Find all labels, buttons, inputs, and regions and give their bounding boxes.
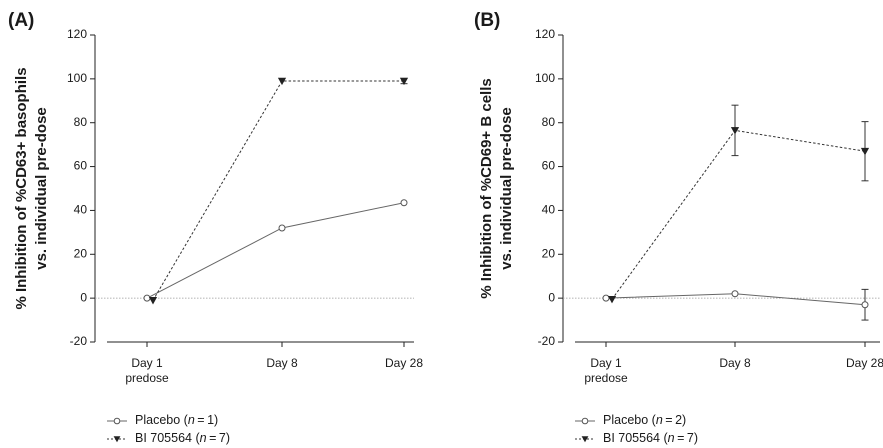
panel-label: (B) [474,10,500,31]
data-point-triangle [730,127,740,135]
y-axis-label-line: % Inhibition of %CD63+ basophils [13,67,30,309]
data-point-circle [400,199,408,207]
y-tick-label: -20 [538,334,556,348]
y-tick-label: 40 [74,203,88,217]
y-tick-label: 20 [542,246,556,260]
y-axis-label-line: vs. individual pre-dose [33,107,50,270]
legend-label: BI 705564 (n = 7) [603,431,698,445]
legend-marker-triangle [581,436,589,443]
data-point-circle [143,294,151,302]
x-tick-label: Day 8 [266,356,298,370]
data-point-triangle [607,295,617,304]
legend-marker-circle [113,417,121,425]
x-tick-label: Day 1 [590,356,622,370]
legend-item: BI 705564 (n = 7) [575,431,698,445]
x-tick-label: predose [125,371,169,385]
y-tick-label: 40 [542,203,556,217]
legend-item: BI 705564 (n = 7) [107,431,230,445]
y-tick-label: 100 [535,71,555,85]
x-tick-label: Day 28 [385,356,423,370]
panel-label: (A) [8,10,34,31]
y-tick-label: 20 [74,246,88,260]
y-tick-label: 120 [535,27,555,41]
legend-label: BI 705564 (n = 7) [135,431,230,445]
chart-panel-a: (A) % Inhibition of %CD63+ basophils vs. i… [8,10,423,445]
legend-item: Placebo (n = 2) [575,413,686,427]
data-point-circle [731,290,739,298]
x-tick-label: Day 28 [846,356,883,370]
y-axis-label-line: vs. individual pre-dose [498,107,515,270]
data-point-triangle [277,77,287,86]
x-tick-label: predose [584,371,628,385]
y-axis-label-line: % Inhibition of %CD69+ B cells [478,78,495,298]
data-point-triangle [399,77,409,86]
y-tick-label: 120 [67,27,87,41]
y-tick-label: 0 [80,290,87,304]
chart-panel-b: (B) % Inhibition of %CD69+ B cells vs. ind… [474,10,883,445]
legend-marker-circle [581,417,589,425]
y-tick-label: 100 [67,71,87,85]
series-line [146,202,405,299]
x-tick-label: Day 1 [131,356,163,370]
y-tick-label: 0 [548,290,555,304]
legend-marker-triangle [113,436,121,443]
legend-item: Placebo (n = 1) [107,413,218,427]
data-point-circle [861,301,869,309]
y-tick-label: 60 [542,159,556,173]
y-tick-label: -20 [70,334,88,348]
y-tick-label: 80 [542,115,556,129]
series-line [152,80,404,301]
data-point-circle [602,294,610,302]
data-point-triangle [148,297,158,305]
legend-label: Placebo (n = 2) [603,413,686,427]
y-tick-label: 80 [74,115,88,129]
legend-label: Placebo (n = 1) [135,413,218,427]
data-point-circle [278,224,286,232]
x-tick-label: Day 8 [719,356,751,370]
data-point-triangle [860,147,870,156]
y-tick-label: 60 [74,159,88,173]
